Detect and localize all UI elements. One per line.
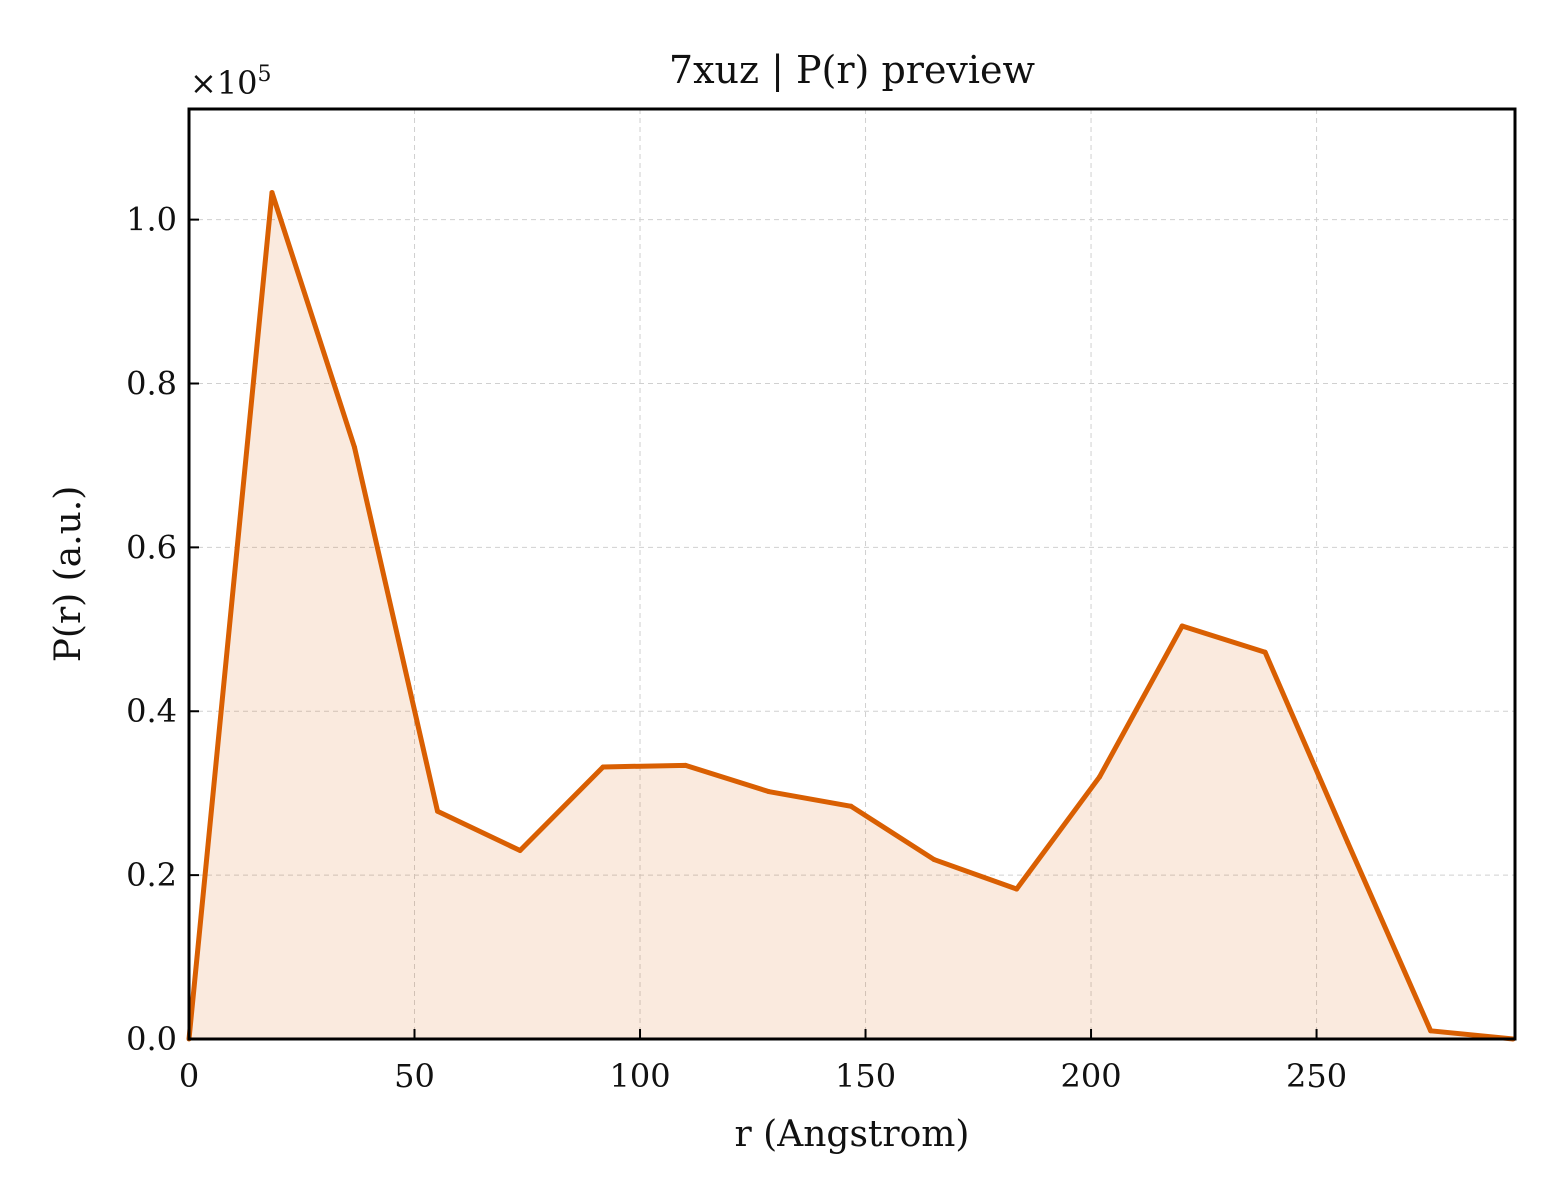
y-tick-label: 1.0 (126, 201, 177, 239)
y-tick-label: 0.2 (126, 856, 177, 894)
y-axis-multiplier-exponent: 5 (258, 62, 272, 87)
y-axis-multiplier-base: ×10 (190, 64, 258, 102)
x-tick-label: 200 (1061, 1057, 1122, 1095)
data-point (269, 190, 275, 196)
x-tick-label: 100 (609, 1057, 670, 1095)
tick-labels: 0 50 100 150 200 250 0.0 0.2 0.4 0.6 0.8 1.0 (126, 201, 1347, 1095)
data-point (352, 444, 358, 450)
y-tick-label: 0.0 (126, 1020, 177, 1058)
chart-title: 7xuz | P(r) preview (669, 48, 1036, 92)
data-point (1428, 1028, 1434, 1034)
y-axis-label: P(r) (a.u.) (48, 486, 89, 663)
grid (189, 109, 1515, 1039)
series-area-fill (189, 192, 1514, 1039)
data-point (1097, 774, 1103, 780)
x-axis-label: r (Angstrom) (735, 1114, 970, 1155)
data-point (600, 764, 606, 770)
data-point (848, 803, 854, 809)
data-point (1262, 649, 1268, 655)
x-tick-label: 250 (1286, 1057, 1347, 1095)
y-tick-label: 0.6 (126, 528, 177, 566)
data-point (766, 789, 772, 795)
y-tick-label: 0.4 (126, 692, 177, 730)
ticks (188, 218, 1318, 1040)
data-point (517, 848, 523, 854)
y-axis-multiplier: ×105 (190, 62, 272, 102)
data-point (683, 762, 689, 768)
data-point (435, 808, 441, 814)
data-point (1179, 623, 1185, 629)
x-tick-label: 0 (179, 1057, 199, 1095)
data-point (1014, 886, 1020, 892)
series-layer (186, 190, 1516, 1042)
plot-frame (187, 107, 1517, 1041)
data-point (1345, 839, 1351, 845)
y-tick-label: 0.8 (126, 364, 177, 402)
x-tick-label: 50 (394, 1057, 435, 1095)
x-tick-label: 150 (835, 1057, 896, 1095)
data-point (931, 857, 937, 863)
